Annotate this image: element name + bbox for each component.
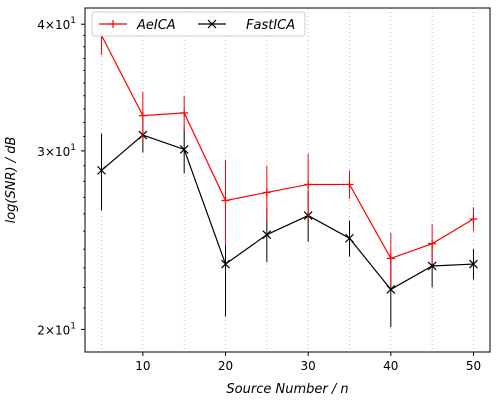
fastica-point bbox=[179, 144, 189, 154]
legend-fastica-marker bbox=[207, 19, 217, 29]
fastica-point bbox=[221, 259, 230, 269]
fastica-point bbox=[469, 259, 478, 269]
x-ticks: 10 20 30 40 50 bbox=[135, 352, 481, 373]
fastica-point bbox=[427, 261, 437, 271]
fastica-point bbox=[262, 230, 272, 240]
grid-lines bbox=[101, 8, 474, 352]
fastica-line bbox=[101, 134, 474, 291]
x-tick-label: 40 bbox=[383, 359, 398, 373]
fastica-point bbox=[97, 165, 106, 175]
series-aeica bbox=[97, 16, 478, 286]
fastica-point bbox=[345, 233, 354, 243]
legend-fastica-label: FastICA bbox=[246, 18, 295, 33]
legend: AeICA FastICA bbox=[91, 11, 306, 37]
legend-aeica-label: AeICA bbox=[136, 18, 176, 33]
fastica-point bbox=[386, 285, 396, 294]
series-layer bbox=[97, 16, 478, 328]
series-fastica bbox=[97, 118, 478, 328]
y-tick-label: 4×101 bbox=[37, 16, 76, 32]
aeica-line bbox=[100, 35, 474, 260]
plot-frame bbox=[84, 7, 491, 353]
y-tick-label: 2×101 bbox=[37, 321, 76, 337]
x-tick-label: 10 bbox=[135, 359, 150, 373]
y-tick-label: 3×101 bbox=[37, 143, 76, 159]
x-tick-label: 30 bbox=[301, 359, 316, 373]
x-tick-label: 50 bbox=[466, 359, 481, 373]
x-axis-label: Source Number / n bbox=[226, 382, 348, 397]
y-axis-label: log(SNR) / dB bbox=[4, 137, 19, 224]
x-tick-label: 20 bbox=[218, 359, 233, 373]
y-ticks: 2×101 3×101 4×101 bbox=[37, 16, 85, 337]
